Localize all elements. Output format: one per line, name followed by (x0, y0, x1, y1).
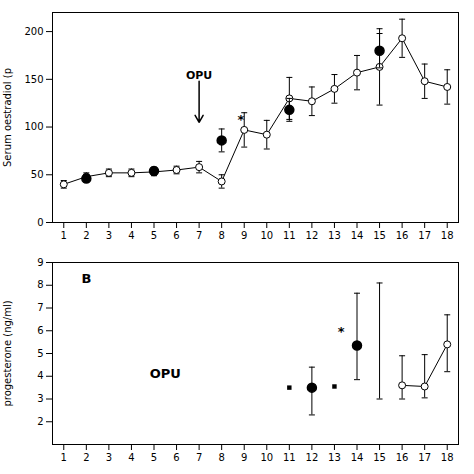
svg-text:4: 4 (128, 230, 134, 241)
svg-text:15: 15 (373, 452, 386, 463)
svg-text:16: 16 (396, 452, 409, 463)
svg-text:17: 17 (418, 452, 431, 463)
svg-text:*: * (237, 112, 244, 127)
svg-text:6: 6 (173, 230, 179, 241)
svg-text:OPU: OPU (150, 366, 181, 381)
svg-text:14: 14 (351, 230, 364, 241)
svg-text:5: 5 (151, 452, 157, 463)
svg-text:B: B (81, 271, 91, 286)
svg-text:12: 12 (306, 452, 319, 463)
svg-text:7: 7 (196, 230, 202, 241)
svg-text:3: 3 (37, 393, 43, 404)
svg-text:9: 9 (37, 257, 43, 268)
svg-text:8: 8 (37, 279, 43, 290)
svg-text:14: 14 (351, 452, 364, 463)
svg-text:1: 1 (61, 230, 67, 241)
svg-text:13: 13 (328, 452, 341, 463)
svg-text:5: 5 (37, 348, 43, 359)
svg-text:8: 8 (218, 230, 224, 241)
svg-text:13: 13 (328, 230, 341, 241)
svg-text:17: 17 (418, 230, 431, 241)
svg-text:2: 2 (37, 416, 43, 427)
svg-text:11: 11 (283, 230, 296, 241)
svg-text:18: 18 (441, 230, 454, 241)
svg-text:progesterone (ng/ml): progesterone (ng/ml) (2, 300, 13, 406)
svg-text:7: 7 (37, 302, 43, 313)
svg-text:5: 5 (151, 230, 157, 241)
svg-text:100: 100 (24, 121, 43, 132)
svg-text:2: 2 (83, 452, 89, 463)
svg-text:1: 1 (61, 452, 67, 463)
svg-text:OPU: OPU (186, 69, 212, 82)
svg-text:9: 9 (241, 452, 247, 463)
svg-text:2: 2 (83, 230, 89, 241)
svg-text:8: 8 (218, 452, 224, 463)
svg-text:0: 0 (37, 217, 43, 228)
svg-text:11: 11 (283, 452, 296, 463)
svg-text:4: 4 (128, 452, 134, 463)
svg-text:6: 6 (173, 452, 179, 463)
svg-text:4: 4 (37, 370, 43, 381)
svg-text:200: 200 (24, 26, 43, 37)
svg-text:7: 7 (196, 452, 202, 463)
svg-text:3: 3 (106, 452, 112, 463)
svg-text:Serum oestradiol (p: Serum oestradiol (p (2, 68, 13, 167)
svg-text:18: 18 (441, 452, 454, 463)
svg-text:10: 10 (260, 452, 273, 463)
svg-text:3: 3 (106, 230, 112, 241)
svg-text:9: 9 (241, 230, 247, 241)
svg-text:*: * (338, 324, 345, 339)
svg-text:6: 6 (37, 325, 43, 336)
svg-text:15: 15 (373, 230, 386, 241)
svg-text:16: 16 (396, 230, 409, 241)
svg-text:12: 12 (306, 230, 319, 241)
svg-text:10: 10 (260, 230, 273, 241)
svg-text:150: 150 (24, 74, 43, 85)
svg-text:50: 50 (31, 169, 44, 180)
